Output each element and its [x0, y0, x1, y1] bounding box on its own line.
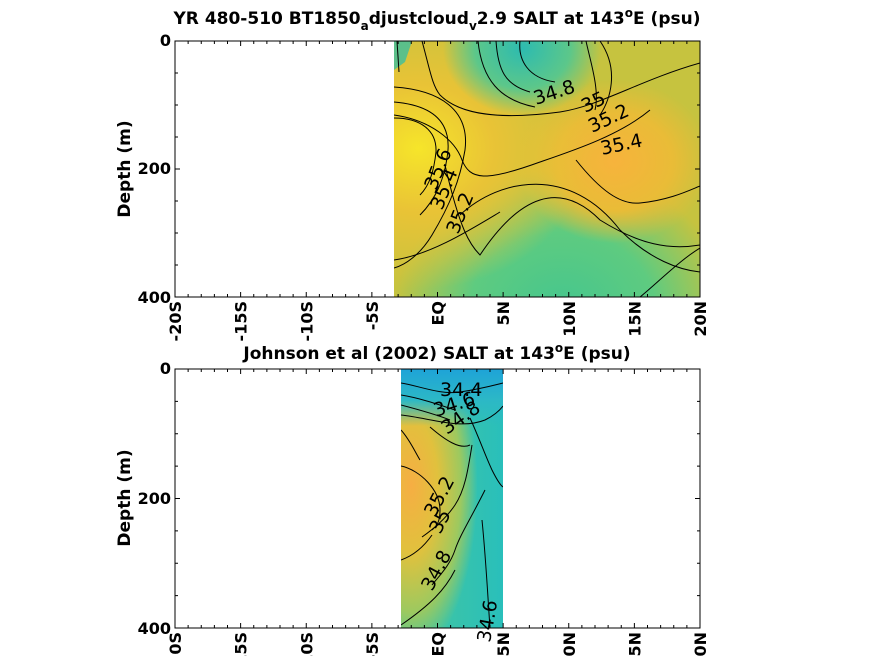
x-tick-label: -20S: [166, 632, 185, 656]
y-tick-label: 400: [138, 288, 171, 307]
panel-2-yticks: 0 200 400: [138, 359, 171, 638]
x-tick-label: 20N: [691, 301, 710, 337]
x-tick-label: -20S: [166, 301, 185, 341]
x-tick-label: -15S: [232, 632, 251, 656]
panel-1-yticks: 0 200 400: [138, 31, 171, 307]
panel-1-ylabel: Depth (m): [115, 120, 135, 217]
x-tick-label: -10S: [297, 632, 316, 656]
y-tick-label: 200: [138, 159, 171, 178]
panel-2-contour-lines: [401, 382, 503, 628]
panel-2: Johnson et al (2002) SALT at 143oE (psu)…: [115, 341, 710, 656]
y-tick-label: 400: [138, 619, 171, 638]
x-tick-label: 20N: [691, 632, 710, 656]
x-tick-label: -5S: [363, 301, 382, 330]
x-tick-label: -15S: [232, 301, 251, 341]
x-tick-label: 15N: [625, 632, 644, 656]
panel-1-tick-marks: [174, 40, 701, 298]
x-tick-label: 15N: [625, 301, 644, 337]
x-tick-label: EQ: [429, 301, 448, 326]
panel-1-contour-lines: [394, 41, 700, 297]
panel-2-contour-label: 34.4: [440, 379, 482, 401]
x-tick-label: 5N: [494, 632, 513, 656]
x-tick-label: 10N: [560, 301, 579, 337]
y-tick-label: 0: [160, 359, 171, 378]
x-tick-label: 10N: [560, 632, 579, 656]
panel-2-tick-marks: [174, 368, 701, 629]
x-tick-label: -10S: [297, 301, 316, 341]
panel-2-xticks: -20S -15S -10S -5S EQ 5N 10N 15N 20N: [166, 632, 710, 656]
y-tick-label: 0: [160, 31, 171, 50]
panel-1: YR 480-510 BT1850adjustcloudv2.9 SALT at…: [115, 6, 710, 341]
x-tick-label: 5N: [494, 301, 513, 326]
panel-2-ylabel: Depth (m): [115, 449, 135, 546]
x-tick-label: EQ: [429, 632, 448, 656]
panel-1-title: YR 480-510 BT1850adjustcloudv2.9 SALT at…: [173, 6, 701, 33]
panel-2-field: [401, 369, 503, 628]
panel-2-title: Johnson et al (2002) SALT at 143oE (psu): [242, 341, 630, 364]
x-tick-label: -5S: [363, 632, 382, 656]
panel-1-xticks: -20S -15S -10S -5S EQ 5N 10N 15N 20N: [166, 301, 710, 341]
y-tick-label: 200: [138, 489, 171, 508]
